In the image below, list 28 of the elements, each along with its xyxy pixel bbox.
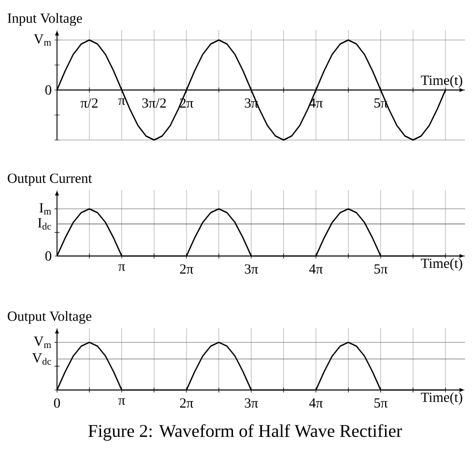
chart-title: Input Voltage [8, 13, 82, 26]
x-tick-label: 2π [180, 264, 194, 274]
caption: Figure 2: Waveform of Half Wave Rectifier [88, 424, 402, 441]
x-tick-label: 5π [374, 264, 388, 274]
x-tick-label: π [118, 98, 126, 105]
x-tick-label: 3π [244, 398, 258, 408]
chart-title: Output Current [8, 174, 92, 186]
x-tick-label: 3π/2 [142, 98, 166, 108]
x-tick-label: π/2 [80, 98, 98, 108]
x-axis-title: Time(t) [420, 75, 462, 88]
ref-line-label: I$_{dc}$ [38, 218, 51, 230]
ref-line-label: V$_{m}$ [34, 34, 52, 46]
x-tick-label: 3π [244, 264, 258, 274]
x-tick-label: 5π [374, 398, 388, 408]
ref-line-label: 0 [45, 85, 52, 95]
x-tick-label: π [118, 264, 126, 271]
x-tick-label: π [118, 398, 126, 405]
x-tick-label: 4π [309, 398, 323, 408]
ref-line-label: I$_{m}$ [40, 203, 52, 214]
x-tick-label: 4π [309, 264, 323, 274]
ref-line-label: V$_{m}$ [34, 336, 52, 348]
ref-line-label: 0 [45, 251, 52, 261]
x-tick-label: 0 [54, 398, 60, 408]
chart-title: Output Voltage [8, 311, 92, 324]
x-tick-label: 2π [180, 398, 194, 408]
ref-line-label: V$_{dc}$ [32, 353, 51, 365]
x-axis-title: Time(t) [420, 392, 462, 405]
x-axis-title: Time(t) [420, 258, 462, 271]
